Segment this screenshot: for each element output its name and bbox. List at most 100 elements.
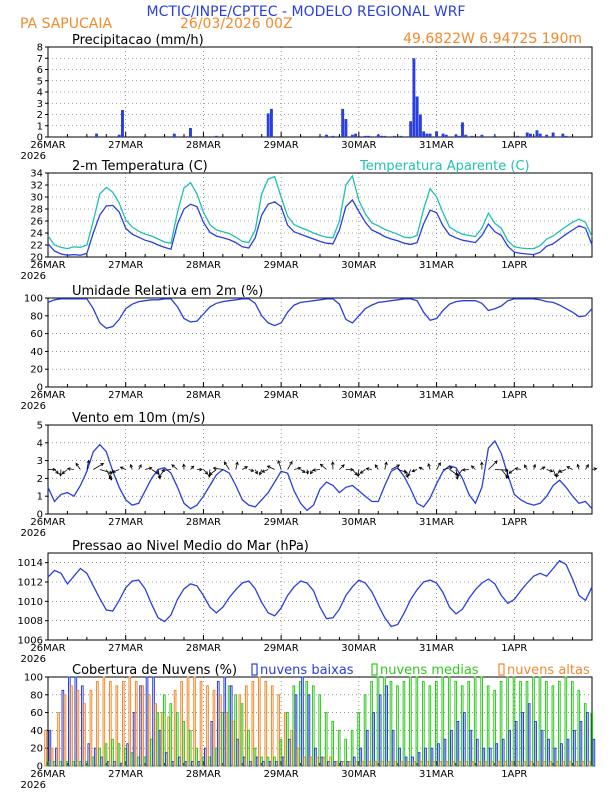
wind-arrow-head bbox=[418, 466, 423, 471]
wind-arrow bbox=[145, 467, 152, 470]
cloud-bar-high bbox=[322, 756, 326, 767]
panel-wind: 0 1 2 3 4 5 26MAR 27MAR 28MAR 29MAR 30MAR 31MAR 1APR… bbox=[21, 411, 598, 539]
run-datetime: 26/03/2026 00Z bbox=[180, 16, 293, 32]
cloud-bar-mid bbox=[389, 680, 393, 767]
cloud-bar-high bbox=[575, 761, 578, 767]
wind-arrow bbox=[208, 469, 211, 478]
panel-clouds: 0 20 40 60 80 100 26MAR 27MAR 28MAR 29MAR 30MAR 31M… bbox=[21, 663, 596, 791]
model-title: MCTIC/INPE/CPTEC - MODELO REGIONAL WRF bbox=[147, 4, 466, 20]
cloud-bar-mid bbox=[525, 680, 529, 767]
cloud-bar-low bbox=[210, 721, 214, 767]
wind-arrow-head bbox=[456, 473, 461, 477]
cloud-bar-low bbox=[171, 761, 175, 767]
cloud-bar-high bbox=[134, 680, 138, 767]
wind-arrow bbox=[213, 467, 223, 470]
cloud-bar-low bbox=[359, 747, 363, 767]
wind-arrow-head bbox=[297, 466, 302, 471]
cloud-bar-high bbox=[199, 680, 203, 767]
wind-arrow-head bbox=[100, 463, 105, 467]
cloud-bar-low bbox=[365, 729, 369, 767]
wind-arrow-head bbox=[75, 462, 79, 467]
x-tick-label: 29MAR bbox=[264, 643, 299, 654]
x-tick-label: 28MAR bbox=[186, 517, 221, 528]
cloud-bar-mid bbox=[434, 680, 438, 767]
y-tick-label: 80 bbox=[30, 690, 43, 701]
cloud-bar-low bbox=[391, 729, 395, 767]
cloud-bar-mid bbox=[447, 676, 451, 767]
cloud-bar-mid bbox=[519, 680, 522, 767]
y-tick-label: 30 bbox=[30, 193, 43, 204]
wind-arrow bbox=[75, 463, 81, 470]
cloud-bar-high bbox=[555, 761, 559, 767]
wind-arrow-head bbox=[52, 467, 57, 472]
y-tick-label: 20 bbox=[30, 365, 43, 376]
cloud-bar-high bbox=[361, 761, 365, 767]
cloud-bar-mid bbox=[402, 680, 406, 767]
precip-bar bbox=[535, 130, 539, 137]
x-tick-label: 26MAR bbox=[30, 390, 65, 401]
wind-arrow bbox=[427, 463, 431, 470]
cloud-bar-mid bbox=[331, 721, 335, 767]
cloud-bar-mid bbox=[538, 676, 542, 767]
cloud-bar-high bbox=[96, 680, 99, 767]
x-tick-label: 27MAR bbox=[108, 769, 143, 780]
cloud-bar-low bbox=[119, 762, 123, 767]
wind-arrow bbox=[384, 462, 387, 470]
precip-bar bbox=[435, 131, 439, 137]
wind-arrow-head bbox=[171, 464, 175, 468]
cloud-bar-mid bbox=[350, 729, 354, 767]
wind-arrow bbox=[248, 469, 254, 472]
cloud-bar-high bbox=[562, 761, 566, 767]
cloud-bar-high bbox=[44, 729, 47, 767]
cloud-bar-high bbox=[141, 685, 145, 767]
cloud-bar-high bbox=[303, 756, 306, 767]
wind-arrow bbox=[391, 464, 400, 470]
cloud-bar-low bbox=[139, 685, 142, 767]
wind-arrow-head bbox=[359, 470, 364, 474]
precip-bar bbox=[331, 135, 335, 137]
x-tick-label: 29MAR bbox=[264, 140, 299, 151]
precip-bar bbox=[525, 132, 529, 137]
wind-arrow-head bbox=[330, 461, 335, 465]
y-tick-label: 100 bbox=[24, 294, 43, 305]
y-tick-label: 4 bbox=[37, 88, 43, 99]
y-tick-label: 20 bbox=[30, 744, 43, 755]
cloud-bar-high bbox=[238, 694, 242, 767]
cloud-bar-high bbox=[504, 761, 507, 767]
y-tick-label: 20 bbox=[30, 253, 43, 264]
wind-arrow bbox=[109, 469, 114, 479]
wind-arrow-head bbox=[158, 474, 162, 479]
cloud-bar-high bbox=[393, 761, 397, 767]
precip-bar bbox=[516, 135, 519, 137]
precip-bar bbox=[493, 135, 497, 137]
x-year-label: 2026 bbox=[21, 151, 46, 162]
wind-arrow bbox=[312, 469, 321, 471]
cloud-bar-low bbox=[145, 676, 149, 767]
wind-arrow bbox=[62, 469, 68, 474]
wind-arrow-head bbox=[549, 469, 554, 473]
y-tick-label: 1014 bbox=[18, 558, 43, 569]
cloud-bar-mid bbox=[363, 694, 367, 767]
precip-bar bbox=[393, 135, 396, 137]
wind-arrow-head bbox=[254, 470, 258, 475]
cloud-bar-high bbox=[568, 761, 572, 767]
y-tick-label: 34 bbox=[30, 169, 43, 180]
x-tick-label: 1APR bbox=[501, 769, 527, 780]
cloud-bar-low bbox=[437, 743, 440, 767]
x-tick-label: 1APR bbox=[501, 140, 527, 151]
cloud-bar-mid bbox=[78, 761, 82, 767]
x-tick-label: 27MAR bbox=[108, 260, 143, 271]
x-tick-label: 31MAR bbox=[419, 643, 454, 654]
cloud-bar-mid bbox=[532, 676, 535, 767]
wind-arrow bbox=[455, 469, 458, 480]
cloud-bar-high bbox=[206, 685, 209, 767]
cloud-bar-high bbox=[121, 680, 125, 767]
precip-bar bbox=[363, 135, 367, 137]
cloud-bar-mid bbox=[480, 676, 483, 767]
series-line-pressao bbox=[47, 559, 593, 628]
y-tick-label: 1 bbox=[37, 492, 43, 503]
wind-arrow-head bbox=[576, 463, 580, 468]
wind-arrow-head bbox=[208, 472, 213, 476]
legend-label: nuvens altas bbox=[507, 663, 590, 678]
wind-arrow bbox=[235, 462, 238, 470]
